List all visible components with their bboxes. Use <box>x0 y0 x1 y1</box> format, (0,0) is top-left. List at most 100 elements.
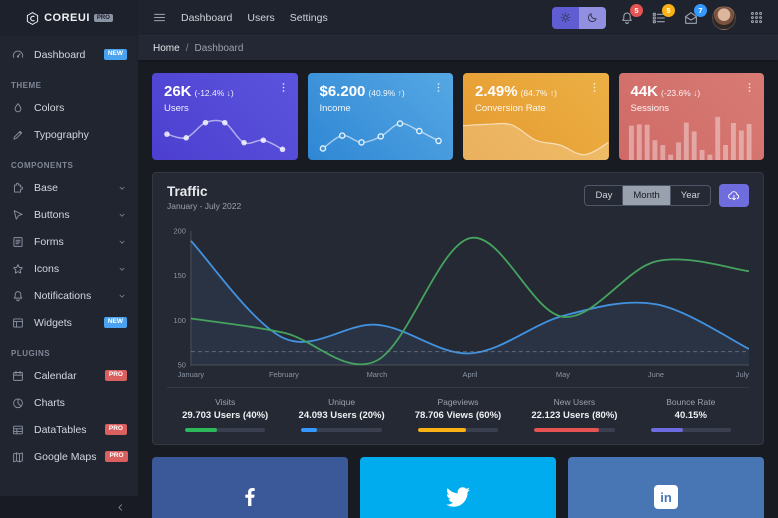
hamburger-icon <box>154 13 165 22</box>
content: 26K (-12.4% ↓) Users $6.200 (40.9% ↑) Income 2… <box>138 60 778 518</box>
tasks-button[interactable]: 5 <box>651 3 675 26</box>
download-button[interactable] <box>719 184 749 207</box>
sidebar-item-base[interactable]: Base <box>0 174 138 201</box>
sidebar-item-badge: PRO <box>104 424 127 435</box>
sidebar-item-widgets[interactable]: Widgets NEW <box>0 309 138 336</box>
sidebar-item-dashboard[interactable]: Dashboard NEW <box>0 41 138 68</box>
social-cards-row: in <box>152 457 764 518</box>
sidebar-item-label: Forms <box>34 235 64 248</box>
breadcrumb-separator: / <box>185 42 189 54</box>
svg-text:May: May <box>556 370 570 379</box>
widget-value: $6.200 <box>319 83 366 100</box>
sidebar-item-label: Buttons <box>34 208 70 221</box>
sidebar-item-notifications[interactable]: Notifications <box>0 282 138 309</box>
sidebar-item-label: DataTables <box>34 423 87 436</box>
widget-menu-button[interactable] <box>586 79 603 96</box>
sidebar-collapse-button[interactable] <box>0 496 138 518</box>
sidebar-item-datatables[interactable]: DataTables PRO <box>0 416 138 443</box>
sidebar: COREUI PRO Dashboard NEW THEME Colors Typogr… <box>0 0 138 518</box>
chevron-down-icon <box>119 213 125 217</box>
widget-sparkline <box>319 120 442 152</box>
traffic-chart-svg: 50 100 150 200 January February March April May J… <box>173 226 749 379</box>
widget-menu-button[interactable] <box>741 79 758 96</box>
widget-value: 2.49% <box>475 83 518 100</box>
traffic-card: Traffic January - July 2022 Day Month Year… <box>152 172 764 445</box>
breadcrumb: Home / Dashboard <box>138 36 778 60</box>
range-button-day[interactable]: Day <box>585 186 624 205</box>
drop-icon <box>14 102 22 112</box>
avatar[interactable] <box>712 5 736 30</box>
notification-badge: 5 <box>662 3 675 17</box>
brand-name: COREUI <box>44 12 90 24</box>
svg-text:150: 150 <box>173 271 185 280</box>
sidebar-item-colors[interactable]: Colors <box>0 94 138 121</box>
linkedin-icon: in <box>654 485 678 509</box>
puzzle-icon <box>14 182 23 193</box>
coreui-logo-icon <box>26 11 39 25</box>
social-card-facebook[interactable] <box>152 457 348 518</box>
sidebar-item-label: Calendar <box>34 369 77 382</box>
social-card-twitter[interactable] <box>360 457 556 518</box>
apps-menu-button[interactable] <box>749 10 764 25</box>
brand[interactable]: COREUI PRO <box>0 0 138 36</box>
stat-label: New Users <box>553 397 596 407</box>
stat-value: 78.706 Views (60%) <box>414 410 502 421</box>
bell-button[interactable]: 5 <box>619 3 643 26</box>
widget-income: $6.200 (40.9% ↑) Income <box>307 73 453 160</box>
widget-sessions: 44K (-23.6% ↓) Sessions <box>618 73 764 160</box>
tasks-icon <box>652 12 665 23</box>
table-icon <box>13 425 23 434</box>
sidebar-item-badge: NEW <box>103 49 127 60</box>
light-theme-button[interactable] <box>552 6 579 29</box>
chevron-down-icon <box>119 294 125 298</box>
sidebar-item-typography[interactable]: Typography <box>0 121 138 148</box>
header-nav-settings[interactable]: Settings <box>289 11 328 24</box>
sidebar-item-badge: PRO <box>105 451 128 462</box>
svg-text:200: 200 <box>173 226 185 235</box>
sidebar-item-calendar[interactable]: Calendar PRO <box>0 362 138 389</box>
header-nav-users[interactable]: Users <box>247 11 275 24</box>
sidebar-item-label: Google Maps <box>34 450 97 463</box>
widgets-icon <box>13 317 23 328</box>
widget-sparkline <box>628 116 752 160</box>
sidebar-item-label: Dashboard <box>34 48 86 61</box>
apps-grid-icon <box>751 12 762 23</box>
header-right: 5 5 7 <box>552 3 764 30</box>
traffic-controls: Day Month Year <box>584 184 749 207</box>
widget-sparkline <box>463 122 609 160</box>
sidebar-item-buttons[interactable]: Buttons <box>0 201 138 228</box>
moon-icon <box>587 13 597 23</box>
sidebar-item-icons[interactable]: Icons <box>0 255 138 282</box>
dark-theme-button[interactable] <box>579 6 606 29</box>
sidebar-item-charts[interactable]: Charts <box>0 389 138 416</box>
header-nav-dashboard[interactable]: Dashboard <box>181 11 233 24</box>
range-button-group: Day Month Year <box>584 185 711 206</box>
svg-text:February: February <box>269 370 299 379</box>
stat-visits: Visits 29.703 Users (40%) <box>167 397 283 432</box>
range-button-month[interactable]: Month <box>623 186 671 205</box>
breadcrumb-home[interactable]: Home <box>153 42 180 54</box>
mail-open-button[interactable]: 7 <box>683 3 707 26</box>
sidebar-section-theme: THEME <box>11 81 42 90</box>
sidebar-item-google-maps[interactable]: Google Maps PRO <box>0 443 138 470</box>
sidebar-item-label: Typography <box>34 128 89 141</box>
kebab-icon <box>437 83 440 92</box>
stat-label: Pageviews <box>437 397 479 407</box>
widget-menu-button[interactable] <box>430 79 447 96</box>
brand-pro-badge: PRO <box>93 14 113 22</box>
range-button-year[interactable]: Year <box>671 186 710 205</box>
pencil-icon <box>13 130 23 140</box>
notes-icon <box>13 236 23 247</box>
svg-text:March: March <box>367 370 388 379</box>
stat-value: 40.15% <box>674 410 707 421</box>
social-card-linkedin[interactable]: in <box>568 457 764 518</box>
widget-menu-button[interactable] <box>275 79 292 96</box>
sidebar-item-label: Charts <box>34 396 65 409</box>
sidebar-item-label: Widgets <box>34 316 72 329</box>
traffic-title: Traffic <box>167 184 208 199</box>
sidebar-section-plugins: PLUGINS <box>11 349 51 358</box>
stat-unique: Unique 24.093 Users (20%) <box>283 397 399 432</box>
sidebar-item-forms[interactable]: Forms <box>0 228 138 255</box>
sidebar-toggle-button[interactable] <box>152 10 167 25</box>
